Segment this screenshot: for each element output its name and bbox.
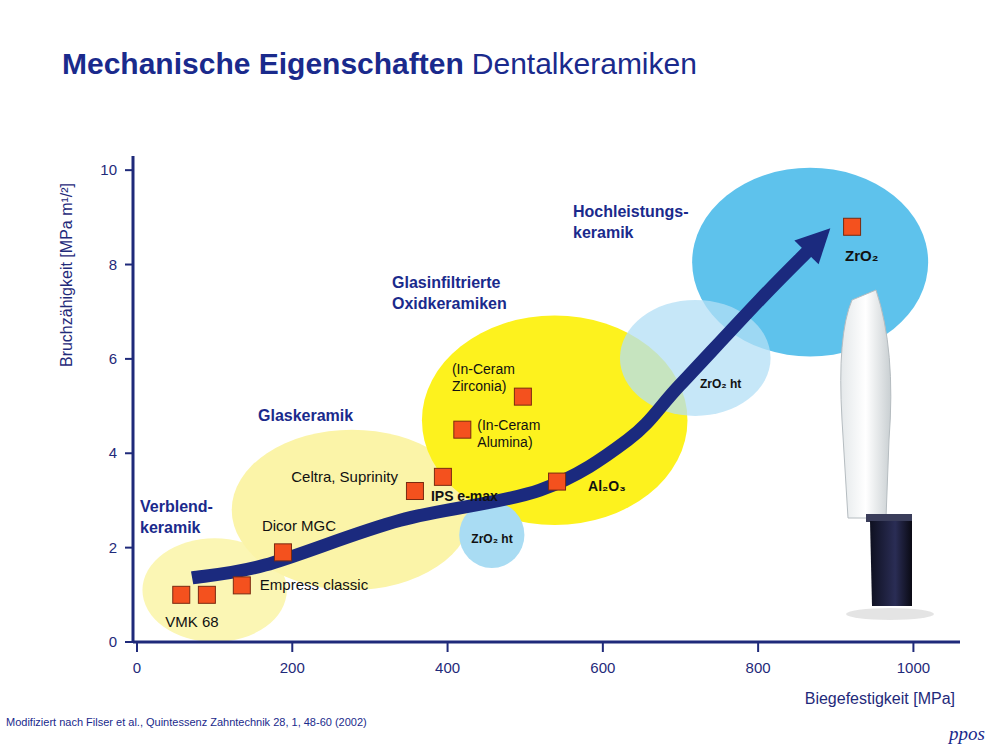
y-tick-label: 6 — [109, 350, 117, 367]
y-tick — [125, 358, 133, 360]
data-point — [549, 473, 566, 490]
point-label: Al₂O₃ — [588, 478, 626, 494]
y-axis-title: Bruchzähigkeit [MPa m¹/²] — [58, 183, 75, 367]
region-label: ZrO₂ ht — [471, 532, 512, 546]
x-axis-title: Biegefestigkeit [MPa] — [805, 690, 955, 707]
x-tick — [757, 642, 759, 652]
data-point — [274, 544, 291, 561]
y-tick — [125, 641, 133, 643]
trend-arrow — [192, 250, 809, 578]
knife-illustration — [841, 290, 934, 620]
point-label: (In-CeramAlumina) — [477, 417, 540, 451]
point-label: ZrO₂ — [845, 247, 878, 264]
x-tick — [602, 642, 604, 652]
x-tick — [912, 642, 914, 652]
knife-bolster — [866, 514, 912, 522]
text-line: Empress classic — [260, 576, 369, 593]
title-line: Mechanische EigenschaftenDentalkeramiken — [62, 47, 697, 80]
y-tick-label: 10 — [100, 161, 117, 178]
y-tick-label: 0 — [109, 633, 117, 650]
text-line: ZrO₂ ht — [700, 377, 741, 391]
data-point — [173, 586, 190, 603]
x-tick — [136, 642, 138, 652]
region-label: Glasinfiltrierte Oxidkeramiken — [392, 274, 507, 312]
text-line: Oxidkeramiken — [392, 295, 507, 312]
point-label: IPS e-max — [431, 488, 498, 504]
point-label: Empress classic — [260, 576, 369, 593]
text-line: ZrO₂ — [845, 247, 878, 264]
data-point — [514, 388, 531, 405]
source: Modifiziert nach Filser et al., Quintess… — [6, 716, 367, 728]
text-line: Al₂O₃ — [588, 478, 626, 494]
data-point — [844, 218, 861, 235]
title: Mechanische Eigenschaften — [62, 47, 464, 80]
data-point — [198, 586, 215, 603]
x-tick-label: 600 — [590, 659, 615, 676]
text-line: (In-Ceram — [477, 417, 540, 433]
y-tick-label: 2 — [109, 539, 117, 556]
x-tick — [291, 642, 293, 652]
region-label: Hochleistungs-keramik — [573, 203, 689, 241]
knife-handle — [870, 521, 912, 606]
text-line: keramik — [573, 224, 634, 241]
data-point — [434, 468, 451, 485]
data-point — [233, 577, 250, 594]
point-label: Dicor MGC — [262, 517, 336, 534]
y-tick — [125, 169, 133, 171]
point-label: VMK 68 — [165, 613, 218, 630]
knife-shadow — [846, 608, 934, 620]
text-line: Hochleistungs- — [573, 203, 689, 220]
text-line: ZrO₂ ht — [471, 532, 512, 546]
background — [0, 0, 1000, 750]
y-tick — [125, 452, 133, 454]
text-line: VMK 68 — [165, 613, 218, 630]
text-line: Celtra, Suprinity — [291, 468, 398, 485]
text-line: IPS e-max — [431, 488, 498, 504]
y-axis — [132, 156, 135, 642]
chart: Mechanische EigenschaftenDentalkeramiken… — [0, 0, 1000, 750]
text-line: (In-Ceram — [452, 361, 515, 377]
y-tick-label: 8 — [109, 256, 117, 273]
data-point — [454, 421, 471, 438]
point-label: (In-CeramZirconia) — [452, 361, 515, 395]
text-line: Dicor MGC — [262, 517, 336, 534]
x-tick-label: 200 — [280, 659, 305, 676]
text-line: Glaskeramik — [258, 407, 353, 424]
subtitle: Dentalkeramiken — [472, 47, 697, 80]
logo: ppos — [947, 723, 985, 744]
knife-blade — [841, 290, 891, 518]
text-line: Glasinfiltrierte — [392, 274, 501, 291]
text-line: Zirconia) — [452, 378, 506, 394]
plot-area — [142, 168, 928, 642]
point-label: Celtra, Suprinity — [291, 468, 398, 485]
x-tick-label: 1000 — [897, 659, 930, 676]
region-label: Verblend-keramik — [140, 498, 213, 536]
region-label: Glaskeramik — [258, 407, 353, 424]
x-tick — [447, 642, 449, 652]
text-line: Verblend- — [140, 498, 213, 515]
data-point — [406, 483, 423, 500]
x-tick-label: 400 — [435, 659, 460, 676]
text-line: keramik — [140, 519, 201, 536]
y-tick-label: 4 — [109, 444, 117, 461]
x-tick-label: 800 — [746, 659, 771, 676]
region-label: ZrO₂ ht — [700, 377, 741, 391]
y-tick — [125, 547, 133, 549]
y-tick — [125, 264, 133, 266]
x-tick-label: 0 — [133, 659, 141, 676]
arrow-head — [794, 228, 830, 264]
x-axis — [133, 641, 960, 644]
text-line: Alumina) — [477, 434, 532, 450]
